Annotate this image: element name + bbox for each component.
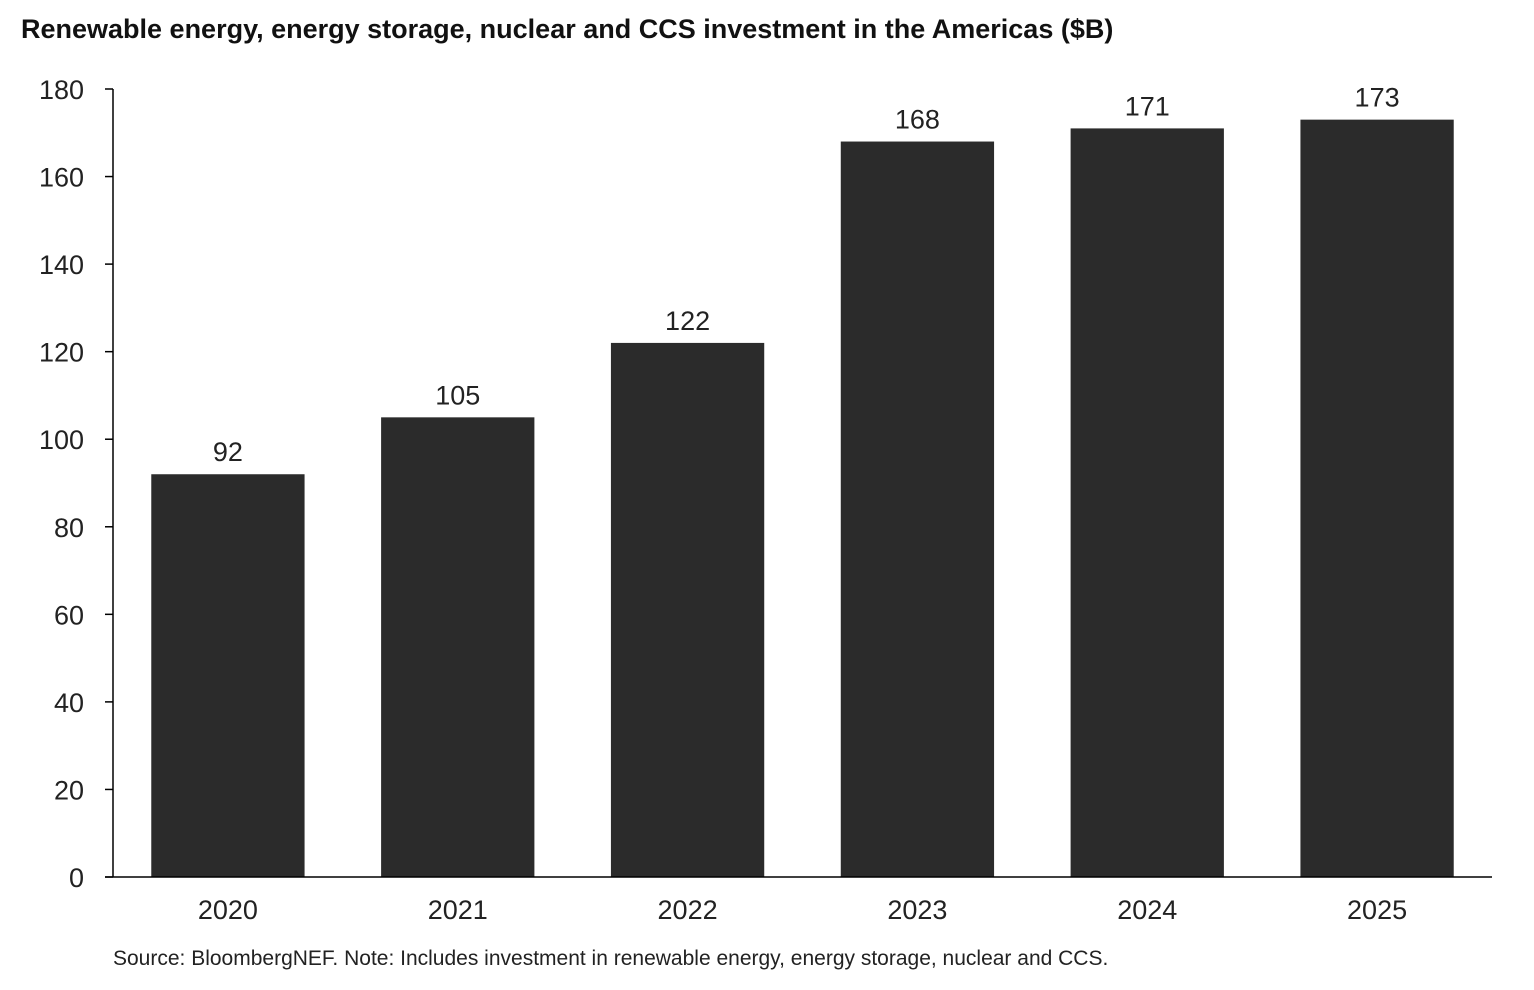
source-note: Source: BloombergNEF. Note: Includes inv…	[113, 947, 1109, 970]
bar-2024	[1070, 128, 1224, 877]
data-label-2024: 171	[1125, 91, 1170, 121]
data-label-2025: 173	[1355, 83, 1400, 113]
y-tick-label: 120	[39, 338, 84, 368]
x-tick-label-2022: 2022	[658, 895, 718, 925]
x-tick-label-2025: 2025	[1347, 895, 1407, 925]
bar-2021	[381, 417, 535, 877]
y-tick-label: 60	[54, 600, 84, 630]
x-tick-label-2023: 2023	[887, 895, 947, 925]
bar-2020	[151, 474, 305, 877]
y-tick-label: 0	[69, 863, 84, 893]
x-tick-label-2024: 2024	[1117, 895, 1177, 925]
data-label-2020: 92	[213, 437, 243, 467]
x-axis-ticks: 2020 2021 2022 2023 2024 2025	[198, 895, 1407, 925]
bar-2025	[1300, 119, 1454, 877]
bar-2023	[840, 141, 995, 878]
bars-group: 92 105 122 168 171 173	[151, 83, 1454, 878]
y-tick-label: 100	[39, 425, 84, 455]
y-tick-label: 40	[54, 688, 84, 718]
y-tick-label: 80	[54, 513, 84, 543]
data-label-2021: 105	[435, 380, 480, 410]
bar-2022	[610, 342, 765, 877]
y-tick-label: 160	[39, 163, 84, 193]
y-axis-ticks: 0 20 40 60 80 100 120 140 160 180	[39, 75, 113, 893]
data-label-2023: 168	[895, 105, 940, 135]
y-tick-label: 20	[54, 775, 84, 805]
bar-chart: 0 20 40 60 80 100 120 140 160 180 92 105 122 168 171 1…	[39, 75, 1492, 925]
x-tick-label-2020: 2020	[198, 895, 258, 925]
x-tick-label-2021: 2021	[428, 895, 488, 925]
y-tick-label: 180	[39, 75, 84, 105]
y-tick-label: 140	[39, 250, 84, 280]
chart-title: Renewable energy, energy storage, nuclea…	[21, 14, 1114, 44]
data-label-2022: 122	[665, 306, 710, 336]
